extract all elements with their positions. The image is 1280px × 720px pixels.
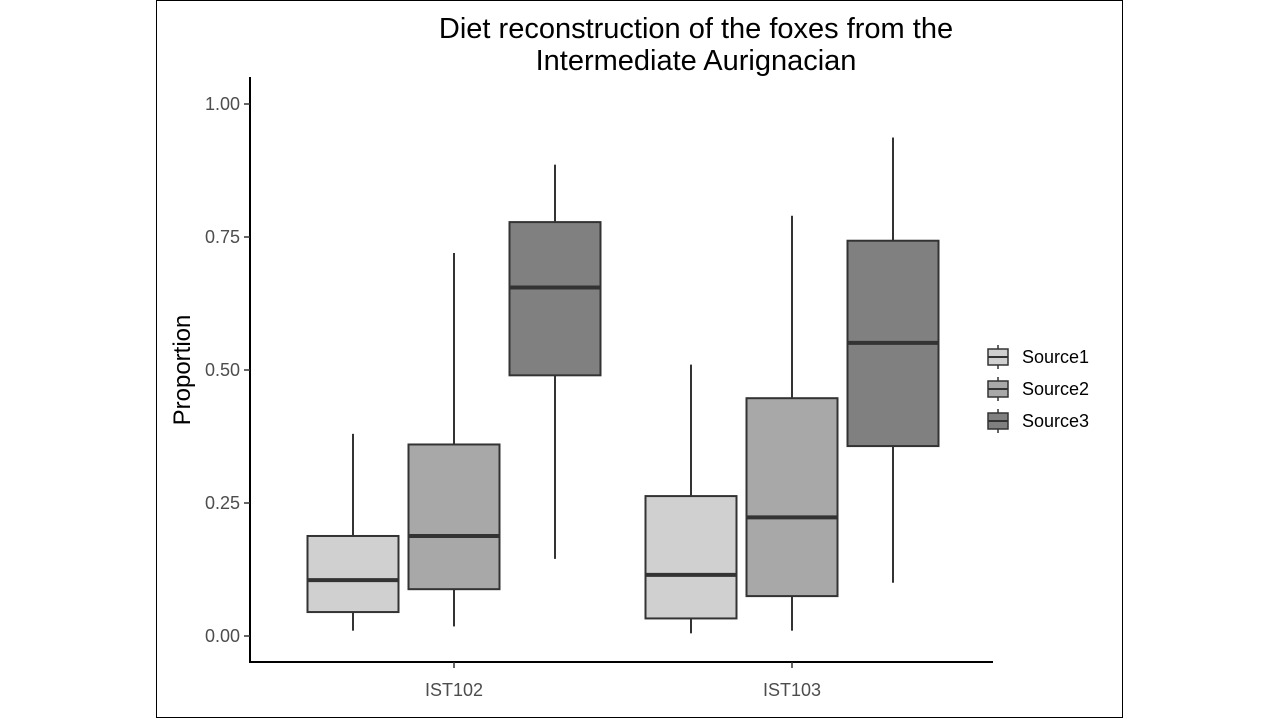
y-tick-label: 1.00 bbox=[205, 94, 240, 114]
box-body bbox=[306, 534, 400, 614]
x-tick-label: IST102 bbox=[425, 680, 483, 700]
y-tick-label: 0.75 bbox=[205, 227, 240, 247]
legend-label: Source3 bbox=[1022, 411, 1089, 431]
box-source1-ist102 bbox=[306, 433, 400, 631]
box-source2-ist103 bbox=[745, 215, 839, 631]
legend: Source1 Source2 Source3 bbox=[987, 345, 1089, 433]
y-axis: 0.00 0.25 0.50 0.75 1.00 bbox=[205, 77, 251, 662]
legend-item-source1: Source1 bbox=[987, 345, 1089, 369]
legend-item-source2: Source2 bbox=[987, 377, 1089, 401]
x-tick-label: IST103 bbox=[763, 680, 821, 700]
box-body bbox=[745, 397, 839, 598]
y-tick-label: 0.25 bbox=[205, 493, 240, 513]
box-source3-ist102 bbox=[508, 164, 602, 559]
y-axis-title: Proportion bbox=[169, 315, 196, 426]
box-source3-ist103 bbox=[846, 137, 940, 583]
legend-label: Source1 bbox=[1022, 347, 1089, 367]
boxes-group bbox=[306, 137, 940, 634]
x-axis: IST102 IST103 bbox=[249, 661, 993, 700]
box-body bbox=[644, 495, 738, 620]
legend-label: Source2 bbox=[1022, 379, 1089, 399]
chart-title-line-1: Diet reconstruction of the foxes from th… bbox=[439, 13, 953, 45]
chart-title-line-2: Intermediate Aurignacian bbox=[536, 45, 857, 77]
box-body bbox=[407, 443, 501, 591]
box-body bbox=[508, 221, 602, 377]
y-tick-label: 0.00 bbox=[205, 626, 240, 646]
box-source1-ist103 bbox=[644, 364, 738, 634]
y-tick-label: 0.50 bbox=[205, 360, 240, 380]
box-source2-ist102 bbox=[407, 252, 501, 627]
legend-item-source3: Source3 bbox=[987, 409, 1089, 433]
